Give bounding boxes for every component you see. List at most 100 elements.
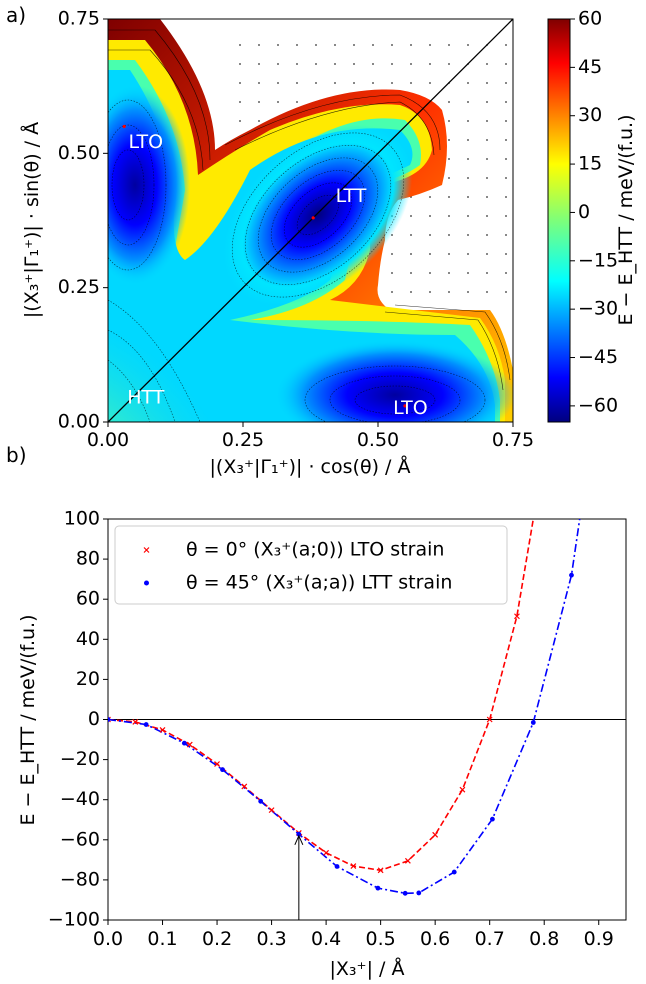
grid-dot <box>410 272 412 274</box>
grid-dot <box>486 215 488 217</box>
colorbar-tick-label: −45 <box>578 346 618 368</box>
legend-marker-dot <box>144 580 149 586</box>
y-tick-label: 40 <box>76 628 100 650</box>
colorbar <box>547 18 571 423</box>
grid-dot <box>353 82 355 84</box>
legend-label: θ = 45° (X₃⁺(a;a)) LTT strain <box>186 572 452 594</box>
grid-dot <box>239 101 241 103</box>
grid-dot <box>505 44 507 46</box>
grid-dot <box>239 82 241 84</box>
x-tick-label: 0.3 <box>256 928 286 950</box>
colorbar-ticks: 60 45 30 15 0 −15 −30 −45 −60 <box>570 8 618 416</box>
panel-a-axes: 0.00 0.25 0.50 0.75 0.00 0.25 0.50 0.75 <box>58 8 534 452</box>
grid-dot <box>505 139 507 141</box>
data-point-dot <box>108 717 111 722</box>
grid-dot <box>391 253 393 255</box>
data-point-x <box>323 849 330 856</box>
grid-dot <box>277 101 279 103</box>
colorbar-tick-label: 60 <box>578 8 602 30</box>
grid-dot <box>486 291 488 293</box>
data-point-x <box>377 867 384 874</box>
grid-dot <box>391 291 393 293</box>
grid-dot <box>448 234 450 236</box>
grid-dot <box>372 44 374 46</box>
grid-dot <box>391 272 393 274</box>
grid-dot <box>410 234 412 236</box>
grid-dot <box>467 291 469 293</box>
grid-dot <box>277 82 279 84</box>
grid-dot <box>410 253 412 255</box>
data-point-dot <box>258 798 264 804</box>
y-tick-label: 0.00 <box>58 411 100 433</box>
data-point-x <box>404 857 411 864</box>
panel-a-label: a) <box>6 3 26 27</box>
grid-dot <box>467 272 469 274</box>
grid-dot <box>505 291 507 293</box>
series-line <box>108 519 535 872</box>
grid-dot <box>467 215 469 217</box>
grid-dot <box>410 63 412 65</box>
panel-a: a) <box>6 3 637 478</box>
grid-dot <box>372 82 374 84</box>
grid-dot <box>486 196 488 198</box>
y-tick-label: 100 <box>64 508 100 530</box>
grid-dot <box>486 120 488 122</box>
data-point-dot <box>296 831 302 837</box>
grid-dot <box>505 63 507 65</box>
x-tick-label: 0.4 <box>311 928 341 950</box>
grid-dot <box>467 139 469 141</box>
grid-dot <box>353 44 355 46</box>
grid-dot <box>448 215 450 217</box>
series-markers <box>108 572 574 896</box>
panel-a-xlabel: |(X₃⁺|Γ₁⁺)| · cos(θ) / Å <box>210 455 411 478</box>
x-tick-label: 0.8 <box>529 928 559 950</box>
data-point-x <box>241 783 248 790</box>
data-point-x <box>214 761 220 767</box>
minimum-arrow <box>294 834 304 920</box>
grid-dot <box>429 82 431 84</box>
grid-dot <box>505 82 507 84</box>
y-tick-label: 80 <box>76 548 100 570</box>
x-tick-label: 0.7 <box>475 928 505 950</box>
x-tick-label: 0.50 <box>357 429 399 451</box>
data-point-dot <box>530 720 536 725</box>
htt-region <box>108 302 238 422</box>
grid-dot <box>429 272 431 274</box>
grid-dot <box>448 253 450 255</box>
grid-dot <box>505 234 507 236</box>
grid-dot <box>448 272 450 274</box>
grid-dot <box>448 196 450 198</box>
grid-dot <box>486 63 488 65</box>
data-point-dot <box>181 740 187 746</box>
grid-dot <box>258 101 260 103</box>
grid-dot <box>239 120 241 122</box>
grid-dot <box>353 63 355 65</box>
grid-dot <box>429 215 431 217</box>
data-point-dot <box>569 572 574 578</box>
grid-dot <box>505 215 507 217</box>
grid-dot <box>258 63 260 65</box>
minimum-marker <box>403 404 407 408</box>
grid-dot <box>429 291 431 293</box>
data-point-x <box>486 716 493 723</box>
minimum-marker <box>311 216 315 220</box>
grid-dot <box>410 291 412 293</box>
colorbar-tick-label: 30 <box>578 104 602 126</box>
grid-dot <box>467 82 469 84</box>
grid-dot <box>467 101 469 103</box>
x-tick-label: 0.6 <box>420 928 450 950</box>
colorbar-tick-label: 0 <box>578 201 590 223</box>
grid-dot <box>505 253 507 255</box>
colorbar-tick-label: −15 <box>578 249 618 271</box>
legend: θ = 0° (X₃⁺(a;0)) LTO strain θ = 45° (X₃⁺… <box>114 525 508 605</box>
grid-dot <box>296 44 298 46</box>
panel-a-ylabel: |(X₃⁺|Γ₁⁺)| · sin(θ) / Å <box>20 122 43 318</box>
y-tick-label: −60 <box>60 828 100 850</box>
x-tick-label: 0.2 <box>202 928 232 950</box>
grid-dot <box>505 272 507 274</box>
data-point-dot <box>490 816 495 822</box>
colorbar-tick-label: −30 <box>578 298 618 320</box>
minimum-marker <box>122 124 126 129</box>
y-tick-label: 0 <box>88 708 100 730</box>
legend-label: θ = 0° (X₃⁺(a;0)) LTO strain <box>186 539 444 561</box>
